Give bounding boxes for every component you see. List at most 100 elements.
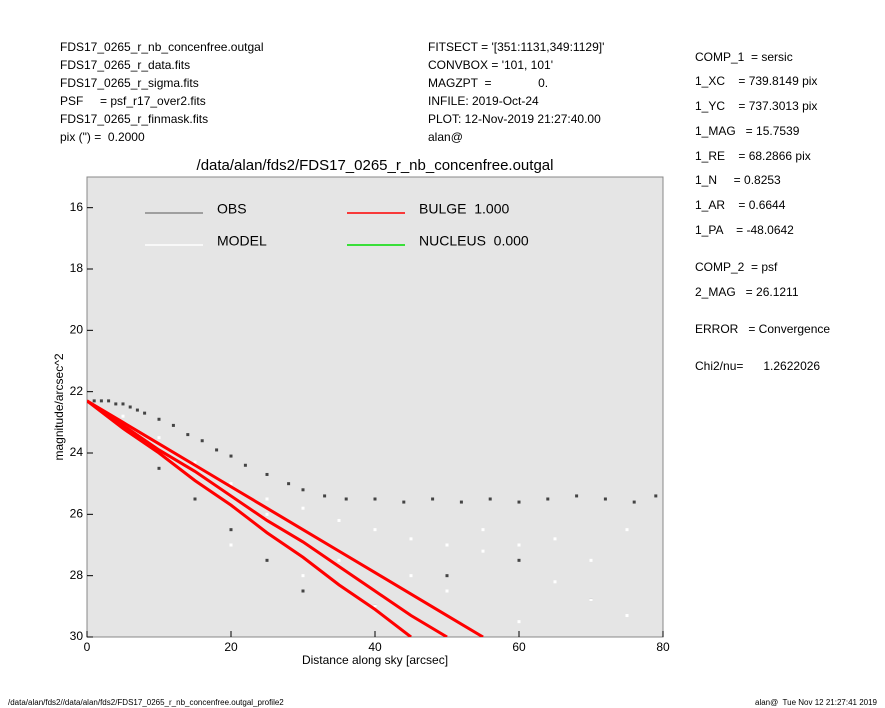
data-point	[323, 494, 327, 498]
data-point	[337, 518, 341, 522]
data-point	[517, 543, 521, 547]
y-tick-label: 30	[70, 629, 84, 643]
x-tick-label: 40	[368, 640, 382, 654]
header-left-line: FDS17_0265_r_sigma.fits	[60, 76, 199, 90]
x-tick-label: 80	[656, 640, 670, 654]
data-point	[157, 417, 161, 421]
header-middle-line: alan@	[428, 130, 463, 144]
data-point	[114, 402, 118, 406]
data-point	[157, 436, 161, 440]
chart-title: /data/alan/fds2/FDS17_0265_r_nb_concenfr…	[197, 157, 554, 174]
header-left-line: FDS17_0265_r_finmask.fits	[60, 112, 208, 126]
model-profile	[87, 399, 448, 637]
fit-parameter: ERROR = Convergence	[695, 322, 830, 336]
data-point	[265, 512, 269, 516]
data-point	[229, 543, 233, 547]
data-point	[481, 549, 485, 553]
data-point	[243, 463, 247, 467]
fit-parameter: 1_RE = 68.2866 pix	[695, 149, 811, 163]
header-middle-line: FITSECT = '[351:1131,349:1129]'	[428, 40, 604, 54]
model-profile	[87, 399, 412, 637]
legend-label: NUCLEUS 0.000	[419, 233, 529, 249]
data-point	[409, 537, 413, 541]
data-point	[431, 497, 435, 501]
data-point	[99, 399, 103, 403]
data-point	[287, 482, 291, 486]
fit-parameter: COMP_1 = sersic	[695, 50, 793, 64]
header-left-line: FDS17_0265_r_data.fits	[60, 58, 190, 72]
x-tick-label: 0	[84, 640, 91, 654]
data-point	[215, 448, 219, 452]
plot-marks	[87, 399, 658, 637]
data-point	[445, 543, 449, 547]
data-point	[229, 528, 233, 532]
data-point	[128, 405, 132, 409]
y-axis-label: magnitude/arcsec^2	[52, 353, 66, 460]
y-tick-label: 20	[70, 323, 84, 337]
footer-path: /data/alan/fds2//data/alan/fds2/FDS17_02…	[8, 698, 284, 707]
y-tick-label: 16	[70, 200, 84, 214]
fit-parameter: 1_XC = 739.8149 pix	[695, 74, 817, 88]
y-tick-label: 24	[70, 445, 84, 459]
legend-label: MODEL	[217, 233, 267, 249]
model-profile	[87, 399, 484, 637]
data-point	[301, 506, 305, 510]
data-point	[157, 466, 161, 470]
header-middle-line: CONVBOX = '101, 101'	[428, 58, 553, 72]
data-point	[171, 423, 175, 427]
data-point	[402, 500, 406, 504]
data-point	[301, 574, 305, 578]
data-point	[373, 497, 377, 501]
data-point	[301, 589, 305, 593]
data-point	[265, 472, 269, 476]
header-left-line: PSF = psf_r17_over2.fits	[60, 94, 206, 108]
data-point	[603, 497, 607, 501]
data-point	[121, 414, 125, 418]
header-middle-line: PLOT: 12-Nov-2019 21:27:40.00	[428, 112, 601, 126]
x-tick-label: 60	[512, 640, 526, 654]
data-point	[488, 497, 492, 501]
fit-parameter: COMP_2 = psf	[695, 260, 778, 274]
data-point	[265, 558, 269, 562]
footer-date: alan@ Tue Nov 12 21:27:41 2019	[755, 698, 878, 707]
data-point	[200, 439, 204, 443]
data-point	[445, 574, 449, 578]
header-middle-line: MAGZPT = 0.	[428, 76, 548, 90]
data-point	[373, 604, 377, 608]
fit-parameter: 2_MAG = 26.1211	[695, 285, 799, 299]
legend-label: BULGE 1.000	[419, 201, 509, 217]
fit-parameter: 1_YC = 737.3013 pix	[695, 99, 817, 113]
data-point	[546, 497, 550, 501]
y-tick-label: 26	[70, 507, 84, 521]
fit-parameter: 1_N = 0.8253	[695, 173, 781, 187]
data-point	[632, 500, 636, 504]
y-tick-label: 28	[70, 568, 84, 582]
data-point	[229, 482, 233, 486]
data-point	[589, 558, 593, 562]
fit-parameter: 1_PA = -48.0642	[695, 223, 794, 237]
data-point	[553, 537, 557, 541]
data-point	[135, 408, 139, 412]
data-point	[143, 411, 147, 415]
x-axis-label: Distance along sky [arcsec]	[302, 653, 448, 667]
data-point	[459, 500, 463, 504]
data-point	[193, 497, 197, 501]
data-point	[107, 399, 111, 403]
data-point	[517, 558, 521, 562]
data-point	[344, 497, 348, 501]
data-point	[481, 528, 485, 532]
header-middle-line: INFILE: 2019-Oct-24	[428, 94, 539, 108]
data-point	[229, 454, 233, 458]
data-point	[337, 558, 341, 562]
header-left-line: FDS17_0265_r_nb_concenfree.outgal	[60, 40, 263, 54]
data-point	[654, 494, 658, 498]
data-point	[193, 460, 197, 464]
fit-parameter: 1_AR = 0.6644	[695, 198, 786, 212]
y-tick-label: 18	[70, 261, 84, 275]
x-tick-label: 20	[224, 640, 238, 654]
data-point	[301, 488, 305, 492]
plot-area	[86, 176, 664, 638]
data-point	[625, 528, 629, 532]
data-point	[186, 433, 190, 437]
